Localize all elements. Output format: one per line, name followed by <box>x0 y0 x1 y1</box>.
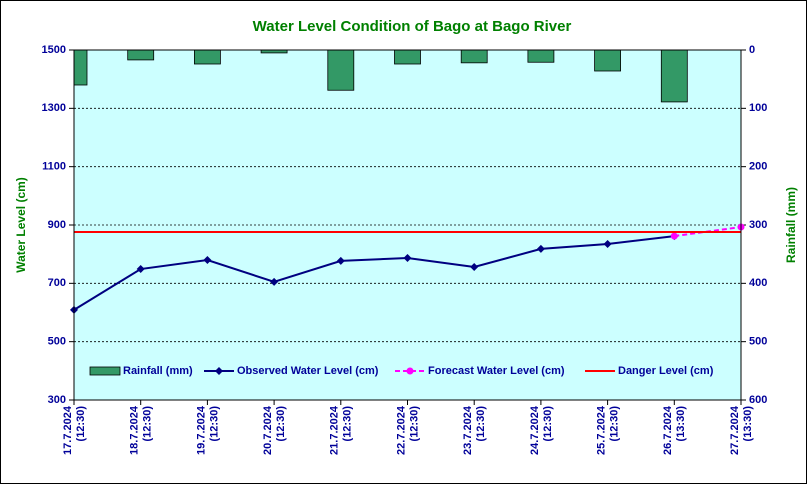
rain-bar <box>460 50 488 64</box>
x-tick-label: 24.7.2024 <box>529 405 541 455</box>
marker <box>336 256 345 265</box>
y-tick-label: 900 <box>48 219 66 231</box>
y2-tick-label: 100 <box>749 102 767 114</box>
x-tick-label: 22.7.2024 <box>395 405 407 455</box>
rain-bar <box>127 50 155 61</box>
x-tick-label: (12:30) <box>408 406 420 442</box>
legend-label: Rainfall (mm) <box>123 365 193 377</box>
x-tick-label: 23.7.2024 <box>462 405 474 455</box>
rain-bar <box>660 50 688 103</box>
plot-clip <box>74 50 688 103</box>
legend-swatch <box>89 366 121 376</box>
rain-bar <box>260 50 288 54</box>
marker <box>403 253 412 262</box>
rain-bar <box>327 50 355 91</box>
marker <box>270 277 279 286</box>
x-tick-label: 17.7.2024 <box>62 405 74 455</box>
line-series <box>73 235 675 311</box>
marker <box>603 239 612 248</box>
marker <box>470 263 479 271</box>
x-tick-label: 18.7.2024 <box>129 405 141 455</box>
marker <box>536 244 545 253</box>
marker <box>136 265 145 274</box>
rain-bar <box>74 50 88 86</box>
x-tick-label: 20.7.2024 <box>262 405 274 455</box>
x-tick-label: (12:30) <box>609 406 621 442</box>
x-tick-label: 27.7.2024 <box>729 405 741 455</box>
y2-tick-label: 200 <box>749 161 767 173</box>
marker <box>203 256 212 264</box>
y-tick-label: 500 <box>48 336 66 348</box>
x-tick-label: 25.7.2024 <box>596 405 608 455</box>
legend-label: Forecast Water Level (cm) <box>428 365 565 377</box>
y2-tick-label: 0 <box>749 44 755 56</box>
x-tick-label: (12:30) <box>275 406 287 442</box>
rain-bar <box>394 50 421 65</box>
legend-marker <box>406 367 414 375</box>
chart-title: Water Level Condition of Bago at Bago Ri… <box>253 18 572 35</box>
rain-bar <box>594 50 621 72</box>
x-tick-label: 21.7.2024 <box>329 405 341 455</box>
y-tick-label: 300 <box>48 394 66 406</box>
x-tick-label: (12:30) <box>475 406 487 442</box>
x-tick-label: (12:30) <box>75 406 87 442</box>
x-tick-label: (13:30) <box>742 406 754 442</box>
y2-tick-label: 500 <box>749 336 767 348</box>
y-tick-label: 700 <box>48 277 66 289</box>
y2-tick-label: 400 <box>749 277 767 289</box>
x-tick-label: (13:30) <box>675 406 687 442</box>
rain-bar <box>193 50 221 65</box>
legend-marker <box>215 367 223 375</box>
y2-tick-label: 300 <box>749 219 767 231</box>
rain-bar <box>527 50 555 63</box>
legend-label: Observed Water Level (cm) <box>237 365 379 377</box>
x-tick-label: 26.7.2024 <box>662 405 674 455</box>
x-tick-label: (12:30) <box>542 406 554 442</box>
y2-tick-label: 600 <box>749 394 767 406</box>
marker <box>670 232 678 240</box>
y-tick-label: 1100 <box>42 161 66 173</box>
x-tick-label: (12:30) <box>142 406 154 442</box>
y-axis-label: Water Level (cm) <box>14 177 28 273</box>
x-tick-label: 19.7.2024 <box>195 405 207 455</box>
x-tick-label: (12:30) <box>342 406 354 442</box>
y-tick-label: 1300 <box>42 102 66 114</box>
legend-label: Danger Level (cm) <box>618 365 714 377</box>
x-tick-label: (12:30) <box>208 406 220 442</box>
plot-border <box>73 49 742 401</box>
y2-axis-label: Rainfall (mm) <box>784 187 798 263</box>
y-tick-label: 1500 <box>42 44 66 56</box>
